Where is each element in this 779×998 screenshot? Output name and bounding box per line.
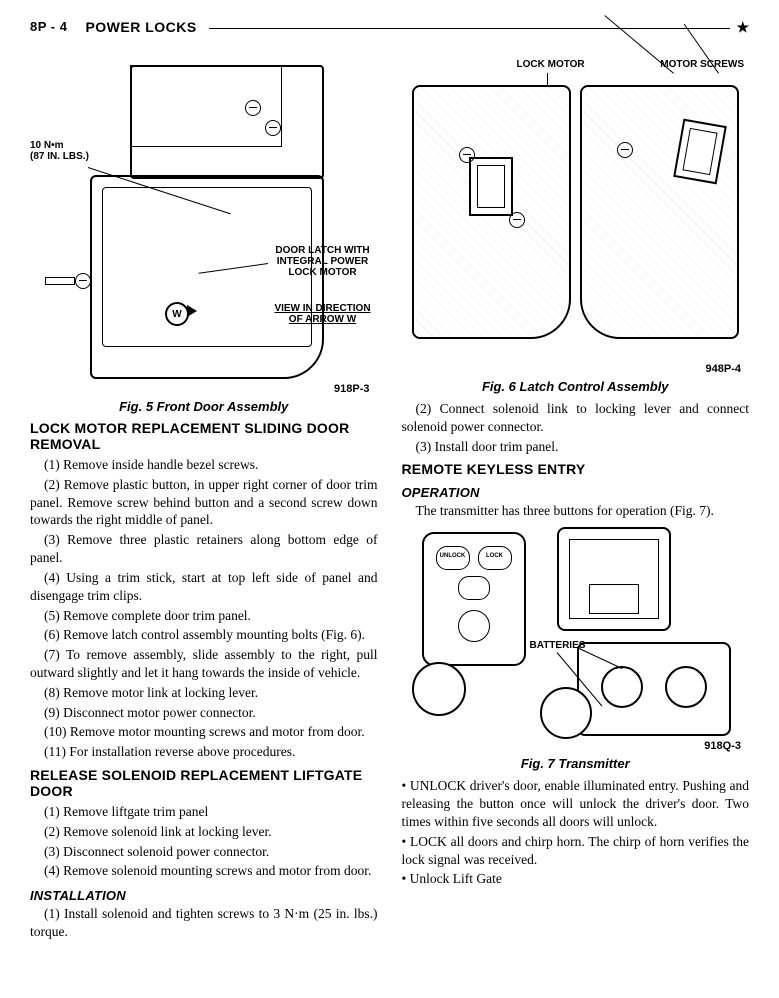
- torque-label: 10 N•m (87 IN. LBS.): [30, 140, 110, 162]
- arrow-w-circle: W: [165, 302, 189, 326]
- step: (7) To remove assembly, slide assembly t…: [30, 646, 378, 682]
- latch-panel-right: [580, 85, 739, 339]
- unlock-button-icon: UNLOCK: [436, 546, 470, 570]
- figure-7: UNLOCK LOCK BATTERIES 918Q-: [402, 522, 750, 752]
- step: (9) Disconnect motor power connector.: [30, 704, 378, 722]
- bullet-list: UNLOCK driver's door, enable illuminated…: [402, 777, 750, 888]
- screw-icon: [75, 273, 91, 289]
- left-column: W 10 N•m (87 IN. LBS.) DOOR LATCH WITH I…: [30, 45, 378, 943]
- keyring-icon: [540, 687, 592, 739]
- figure-id: 918P-3: [334, 383, 369, 395]
- step: (1) Remove inside handle bezel screws.: [30, 456, 378, 474]
- heading-installation: INSTALLATION: [30, 888, 378, 903]
- transmitter-battery-tray: [577, 642, 731, 736]
- arrow-w-icon: [187, 305, 197, 317]
- page-number: 8P - 4: [30, 19, 67, 34]
- figure-7-caption: Fig. 7 Transmitter: [402, 756, 750, 771]
- view-label: VIEW IN DIRECTION OF ARROW W: [268, 303, 378, 325]
- step: (3) Disconnect solenoid power connector.: [30, 843, 378, 861]
- figure-6: LOCK MOTOR MOTOR SCREWS 948P-4: [402, 45, 750, 375]
- heading-operation: OPERATION: [402, 485, 750, 500]
- step: (4) Using a trim stick, start at top lef…: [30, 569, 378, 605]
- battery-icon: [665, 666, 707, 708]
- batteries-label: BATTERIES: [530, 640, 586, 651]
- transmitter-back: [557, 527, 671, 631]
- heading-lock-motor: LOCK MOTOR REPLACEMENT SLIDING DOOR REMO…: [30, 420, 378, 452]
- revision-star-icon: ★: [736, 19, 749, 36]
- right-column: LOCK MOTOR MOTOR SCREWS 948P-4 Fig. 6 La…: [402, 45, 750, 943]
- w-label: W: [172, 309, 181, 320]
- battery-icon: [601, 666, 643, 708]
- heading-release-solenoid: RELEASE SOLENOID REPLACEMENT LIFTGATE DO…: [30, 767, 378, 799]
- header-rule: [209, 28, 731, 29]
- bolt-icon: [45, 277, 75, 285]
- transmitter-front: UNLOCK LOCK: [422, 532, 526, 666]
- bullet-item: LOCK all doors and chirp horn. The chirp…: [402, 833, 750, 869]
- paragraph: The transmitter has three buttons for op…: [402, 502, 750, 520]
- screw-icon: [245, 100, 261, 116]
- step: (3) Remove three plastic retainers along…: [30, 531, 378, 567]
- latch-panel-left: [412, 85, 571, 339]
- lock-button-icon: LOCK: [478, 546, 512, 570]
- two-column-layout: W 10 N•m (87 IN. LBS.) DOOR LATCH WITH I…: [30, 45, 749, 943]
- step: (5) Remove complete door trim panel.: [30, 607, 378, 625]
- figure-5-caption: Fig. 5 Front Door Assembly: [30, 399, 378, 414]
- step: (11) For installation reverse above proc…: [30, 743, 378, 761]
- figure-5: W 10 N•m (87 IN. LBS.) DOOR LATCH WITH I…: [30, 45, 378, 395]
- screw-icon: [617, 142, 633, 158]
- liftgate-button-icon: [458, 576, 490, 600]
- lock-motor-label: LOCK MOTOR: [517, 59, 585, 70]
- latch-label: DOOR LATCH WITH INTEGRAL POWER LOCK MOTO…: [268, 245, 378, 278]
- figure-id: 948P-4: [706, 363, 741, 375]
- step: (6) Remove latch control assembly mounti…: [30, 626, 378, 644]
- screw-icon: [459, 147, 475, 163]
- step: (4) Remove solenoid mounting screws and …: [30, 862, 378, 880]
- bullet-item: Unlock Lift Gate: [402, 870, 750, 888]
- step: (3) Install door trim panel.: [402, 438, 750, 456]
- bullet-item: UNLOCK driver's door, enable illuminated…: [402, 777, 750, 830]
- step: (1) Install solenoid and tighten screws …: [30, 905, 378, 941]
- lock-label: LOCK: [479, 553, 511, 559]
- chip-icon: [589, 584, 639, 614]
- page-header: 8P - 4 POWER LOCKS ★: [30, 18, 749, 35]
- step: (1) Remove liftgate trim panel: [30, 803, 378, 821]
- logo-icon: [458, 610, 490, 642]
- keyring-icon: [412, 662, 466, 716]
- step: (2) Remove plastic button, in upper righ…: [30, 476, 378, 529]
- section-title: POWER LOCKS: [85, 19, 196, 35]
- screw-icon: [509, 212, 525, 228]
- step: (2) Connect solenoid link to locking lev…: [402, 400, 750, 436]
- step: (2) Remove solenoid link at locking leve…: [30, 823, 378, 841]
- lock-motor-icon: [469, 157, 513, 216]
- figure-6-caption: Fig. 6 Latch Control Assembly: [402, 379, 750, 394]
- figure-id: 918Q-3: [704, 740, 741, 752]
- step: (8) Remove motor link at locking lever.: [30, 684, 378, 702]
- page: 8P - 4 POWER LOCKS ★ W 10 N•m (87 IN. LB…: [0, 0, 779, 998]
- step: (10) Remove motor mounting screws and mo…: [30, 723, 378, 741]
- heading-remote-keyless: REMOTE KEYLESS ENTRY: [402, 461, 750, 477]
- lock-motor-icon: [673, 119, 727, 185]
- screw-icon: [265, 120, 281, 136]
- unlock-label: UNLOCK: [437, 553, 469, 559]
- motor-screws-label: MOTOR SCREWS: [660, 59, 744, 70]
